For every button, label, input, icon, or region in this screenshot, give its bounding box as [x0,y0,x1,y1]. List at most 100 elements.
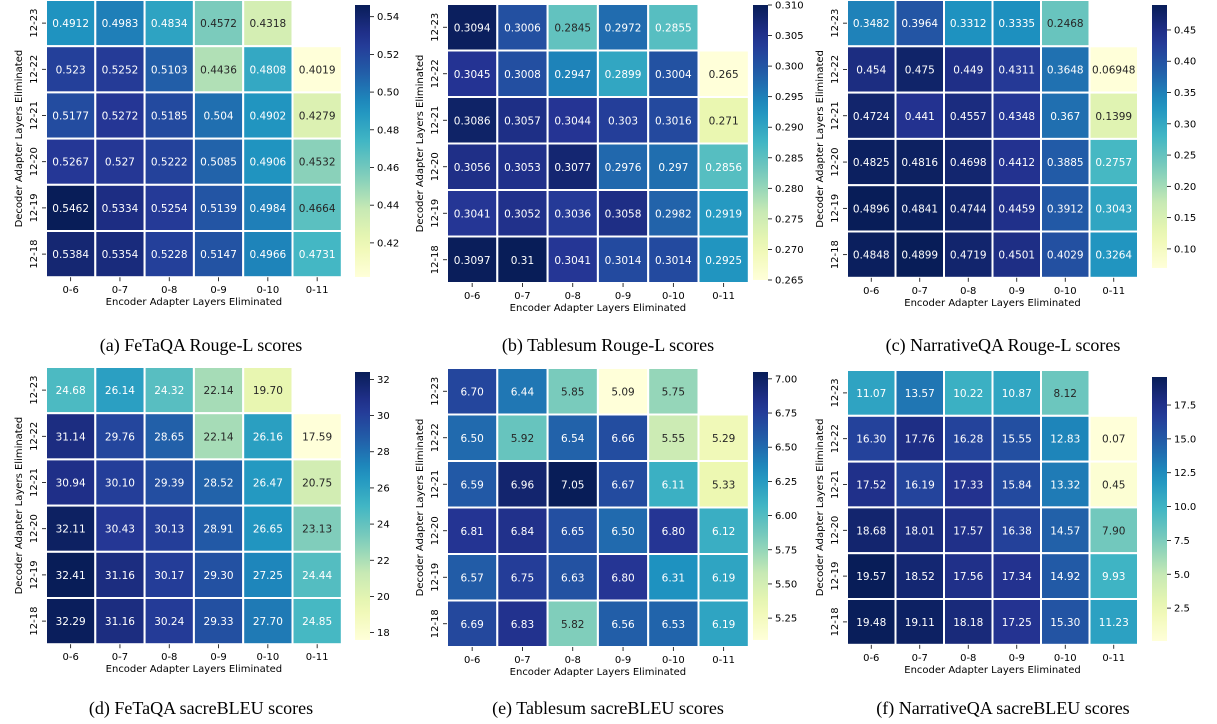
y-tick-label: 12-21 [430,106,441,135]
cell-label: 0.3041 [554,255,591,267]
colorbar-tick-label: 6.75 [775,409,797,420]
colorbar-tick-label: 0.52 [377,50,399,61]
cell-label: 0.5147 [200,249,237,261]
colorbar [355,372,370,640]
heatmap-cell [94,137,146,186]
heatmap-cell [647,235,700,284]
colorbar-tick-label: 5.0 [1174,570,1190,581]
heatmap-cell [546,96,599,145]
cell-label: 6.66 [611,433,635,445]
heatmap-cell [45,550,97,599]
heatmap-cell [1088,506,1139,555]
cell-label: 17.76 [905,434,935,446]
cell-label: 6.31 [662,572,685,584]
colorbar-tick-label: 5.50 [775,579,797,590]
x-tick-label: 0-8 [960,653,976,664]
cell-label: 6.12 [712,526,735,538]
colorbar-tick-label: 0.310 [775,1,804,12]
colorbar-tick-label: 0.50 [377,88,399,99]
cell-label: 0.5334 [102,203,139,215]
heatmap-cell [546,553,599,602]
cell-label: 15.55 [1002,434,1032,446]
y-tick-label: 12-23 [29,376,40,405]
heatmap-cell [291,91,343,140]
colorbar-tick-label: 6.00 [775,511,797,522]
cell-label: 0.3094 [454,22,491,34]
cell-label: 0.3014 [605,255,642,267]
cell-label: 31.16 [105,616,135,628]
cell-label: 0.5384 [52,249,89,261]
cell-label: 28.52 [204,478,234,490]
y-tick-label: 12-23 [430,13,441,42]
heatmap-cell [846,230,897,279]
cell-label: 0.3335 [998,18,1035,30]
colorbar-tick-label: 0.25 [1174,151,1196,162]
y-tick-label: 12-20 [430,152,441,181]
heatmap-cell [192,550,245,599]
cell-label: 0.2925 [705,255,742,267]
cell-label: 5.33 [712,479,735,491]
cell-label: 0.454 [856,64,886,76]
heatmap-cell [596,235,650,284]
heatmap-cell [192,0,245,48]
heatmap-cell [894,414,945,463]
cell-label: 22.14 [204,431,234,443]
cell-label: 0.4906 [249,157,286,169]
cell-label: 30.43 [105,524,135,536]
cell-label: 32.29 [56,616,86,628]
heatmap-panel-3: 24.68 26.14 24.32 22.14 19.70 31.14 29.76 28.65… [14,366,390,719]
x-tick-label: 0-10 [1054,653,1077,664]
cell-label: 0.3014 [655,255,692,267]
colorbar [355,5,370,277]
cell-label: 0.3004 [655,69,692,81]
colorbar-tick-label: 0.15 [1174,213,1196,224]
cell-label: 6.57 [460,572,483,584]
cell-label: 6.63 [561,572,584,584]
x-tick-label: 0-8 [161,285,177,296]
heatmap-cell [496,413,549,462]
heatmap-cell [143,45,195,94]
x-tick-label: 0-6 [62,652,78,663]
heatmap-cell [496,460,549,509]
cell-label: 17.59 [302,431,332,443]
cell-label: 19.48 [856,617,886,629]
x-axis-title: Encoder Adapter Layers Eliminated [106,297,282,308]
colorbar-tick-label: 0.295 [775,92,804,103]
heatmap-cell [894,460,945,509]
colorbar-tick-label: 10.0 [1174,502,1196,513]
cell-label: 0.4029 [1047,250,1084,262]
heatmap-cell [496,506,549,555]
cell-label: 0.4698 [950,157,987,169]
cell-label: 0.5252 [102,64,139,76]
heatmap-cell [991,137,1042,187]
heatmap-panel-5: 11.07 13.57 10.22 10.87 8.12 16.30 17.76 16.28 1… [815,369,1196,719]
y-axis-title: Decoder Adapter Layers Eliminated [14,417,25,595]
heatmap-cell [943,45,994,94]
cell-label: 6.19 [712,572,735,584]
cell-label: 0.2856 [705,162,742,174]
cell-label: 0.4664 [299,203,336,215]
heatmap-panel-4: 6.70 6.44 5.85 5.09 5.75 6.50 5.92 6.54 6.66 5.55… [415,367,797,719]
cell-label: 6.50 [460,433,483,445]
heatmap-cell [697,49,750,98]
cell-label: 0.527 [105,157,135,169]
y-tick-label: 12-18 [430,245,441,274]
heatmap-cell [143,597,195,646]
cell-label: 27.70 [253,616,283,628]
heatmap-cell [1088,230,1139,279]
colorbar-tick-label: 17.5 [1174,401,1196,412]
cell-label: 27.25 [253,570,283,582]
colorbar-tick-label: 7.5 [1174,536,1190,547]
cell-label: 11.23 [1099,617,1129,629]
y-tick-label: 12-20 [430,516,441,545]
heatmap-cell [596,367,650,416]
colorbar-tick-label: 28 [377,447,390,458]
cell-label: 0.3648 [1047,64,1084,76]
y-tick-label: 12-18 [830,240,841,269]
heatmap-cell [894,506,945,555]
cell-label: 0.5085 [200,157,237,169]
cell-label: 10.22 [953,388,983,400]
heatmap-cell [446,367,499,416]
cell-label: 0.5254 [151,203,188,215]
cell-label: 16.19 [905,480,935,492]
